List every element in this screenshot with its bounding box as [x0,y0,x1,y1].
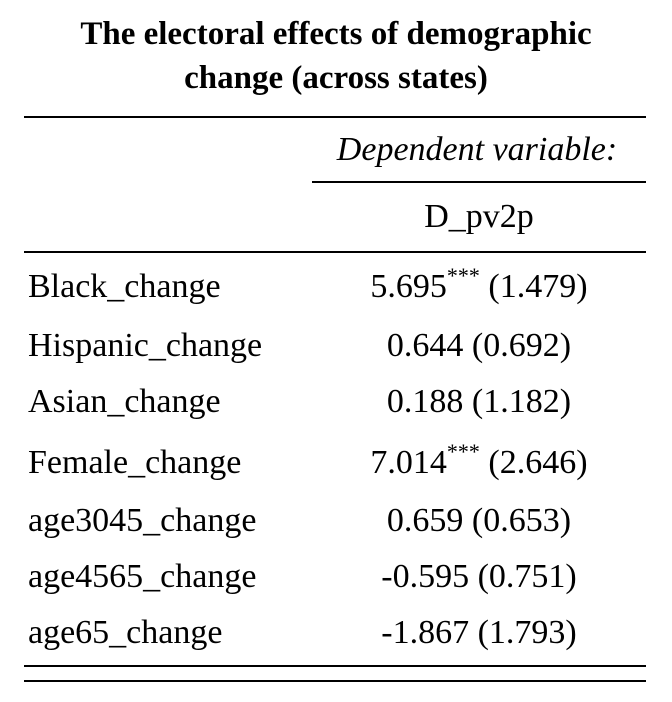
row-value: 0.659 (0.653) [312,499,646,543]
row-value: 0.188 (1.182) [312,380,646,424]
row-value: -1.867 (1.793) [312,611,646,655]
row-value: 5.695*** (1.479) [312,265,646,309]
row-value: 0.644 (0.692) [312,324,646,368]
table-title-line-2: change (across states) [184,60,488,96]
standard-error: (1.793) [477,614,577,651]
row-label: Hispanic_change [28,327,263,364]
coefficient: 0.188 [386,383,464,420]
coefficient: -1.867 [381,614,470,651]
coefficient: 0.659 [386,502,464,539]
standard-error: (0.751) [477,558,577,595]
row-value: 7.014*** (2.646) [312,441,646,485]
coefficient: 5.695 [370,268,447,305]
significance-stars: *** [446,263,480,288]
standard-error: (0.653) [471,502,572,539]
coefficient: 7.014 [370,444,447,481]
bottom-rule-upper [24,665,646,667]
table-row: age4565_change -0.595 (0.751) [0,555,672,599]
header-rule [24,251,646,253]
row-label: age3045_change [28,502,257,539]
coefficient: 0.644 [386,327,464,364]
row-label: Female_change [28,444,242,481]
coefficient: -0.595 [381,558,470,595]
dependent-variable-rule [312,181,646,183]
table-row: age65_change -1.867 (1.793) [0,611,672,655]
top-rule [24,116,646,118]
table-row: Black_change 5.695*** (1.479) [0,265,672,309]
standard-error: (2.646) [488,444,588,481]
row-label: age4565_change [28,558,257,595]
standard-error: (0.692) [471,327,572,364]
row-value: -0.595 (0.751) [312,555,646,599]
row-label: Asian_change [28,383,221,420]
standard-error: (1.182) [471,383,572,420]
table-title-line-1: The electoral effects of demographic [80,16,592,52]
table-row: Hispanic_change 0.644 (0.692) [0,324,672,368]
row-label: Black_change [28,268,221,305]
significance-stars: *** [446,439,480,464]
table-row: Asian_change 0.188 (1.182) [0,380,672,424]
bottom-rule-lower [24,680,646,682]
dependent-variable-name: D_pv2p [424,198,534,235]
table-row: Female_change 7.014*** (2.646) [0,441,672,485]
standard-error: (1.479) [488,268,588,305]
table-row: age3045_change 0.659 (0.653) [0,499,672,543]
dependent-variable-label: Dependent variable: [336,131,618,168]
table-title: The electoral effects of demographic cha… [0,12,672,100]
row-label: age65_change [28,614,223,651]
